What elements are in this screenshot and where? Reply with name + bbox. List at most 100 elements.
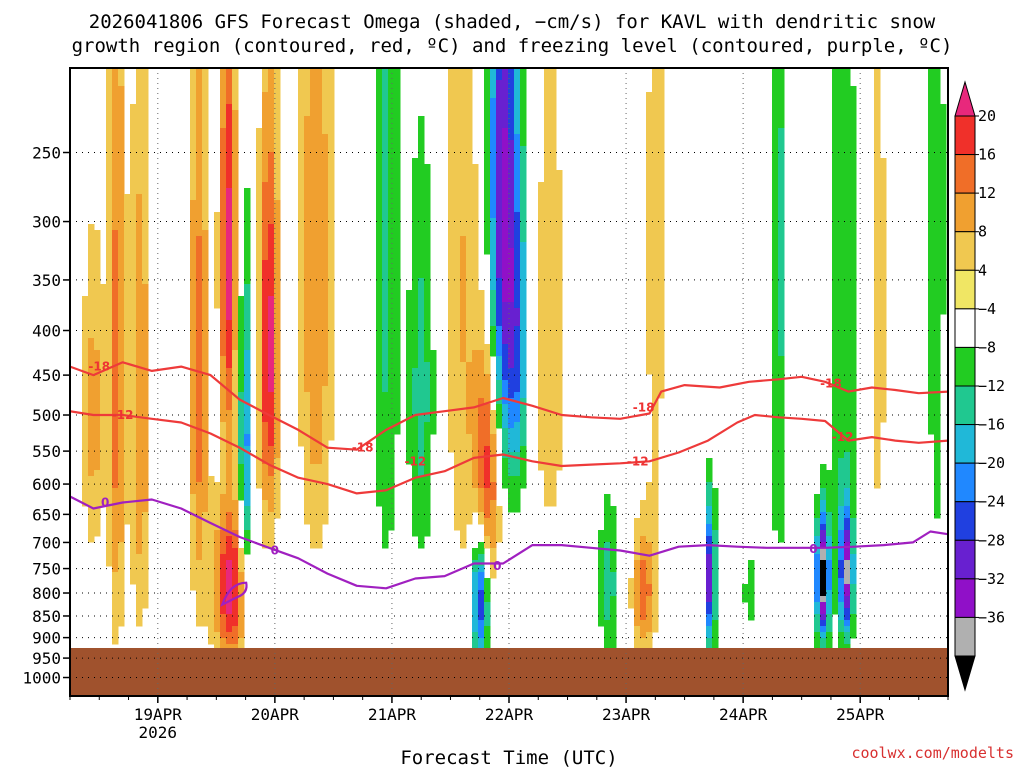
omega-cell xyxy=(232,242,239,249)
omega-cell xyxy=(142,116,149,123)
omega-cell xyxy=(316,386,323,393)
omega-cell xyxy=(262,266,269,273)
omega-cell xyxy=(550,470,557,477)
omega-cell xyxy=(490,68,497,75)
omega-cell xyxy=(232,440,239,447)
omega-cell xyxy=(190,584,197,591)
omega-cell xyxy=(850,128,857,135)
omega-cell xyxy=(142,386,149,393)
omega-cell xyxy=(136,278,143,285)
omega-cell xyxy=(268,278,275,285)
omega-cell xyxy=(382,254,389,261)
omega-cell xyxy=(406,308,413,315)
omega-cell xyxy=(328,218,335,225)
omega-cell xyxy=(604,560,611,567)
omega-cell xyxy=(130,266,137,273)
omega-cell xyxy=(142,476,149,483)
omega-cell xyxy=(190,122,197,129)
omega-cell xyxy=(220,278,227,285)
omega-cell xyxy=(256,266,263,273)
omega-cell xyxy=(88,290,95,297)
omega-cell xyxy=(826,542,833,549)
omega-cell xyxy=(412,476,419,483)
omega-cell xyxy=(196,122,203,129)
omega-cell xyxy=(838,422,845,429)
omega-cell xyxy=(844,434,851,441)
omega-cell xyxy=(550,446,557,453)
omega-cell xyxy=(262,74,269,81)
omega-cell xyxy=(514,392,521,399)
omega-cell xyxy=(514,452,521,459)
omega-cell xyxy=(538,218,545,225)
omega-cell xyxy=(850,500,857,507)
omega-cell xyxy=(244,512,251,519)
omega-cell xyxy=(118,98,125,105)
omega-cell xyxy=(226,488,233,495)
omega-cell xyxy=(874,272,881,279)
omega-cell xyxy=(232,68,239,75)
omega-cell xyxy=(826,482,833,489)
omega-cell xyxy=(382,92,389,99)
omega-cell xyxy=(388,326,395,333)
omega-cell xyxy=(556,440,563,447)
omega-cell xyxy=(88,512,95,519)
omega-cell xyxy=(844,332,851,339)
omega-cell xyxy=(460,422,467,429)
omega-cell xyxy=(388,344,395,351)
omega-cell xyxy=(538,386,545,393)
omega-cell xyxy=(934,344,941,351)
omega-cell xyxy=(256,152,263,159)
omega-cell xyxy=(328,206,335,213)
omega-cell xyxy=(538,428,545,435)
omega-cell xyxy=(244,380,251,387)
omega-cell xyxy=(652,152,659,159)
omega-cell xyxy=(118,206,125,213)
omega-cell xyxy=(460,314,467,321)
omega-cell xyxy=(550,296,557,303)
omega-cell xyxy=(844,506,851,513)
omega-cell xyxy=(388,476,395,483)
omega-cell xyxy=(460,122,467,129)
omega-cell xyxy=(298,194,305,201)
omega-cell xyxy=(460,68,467,75)
omega-cell xyxy=(448,188,455,195)
omega-cell xyxy=(484,464,491,471)
omega-cell xyxy=(196,92,203,99)
omega-cell xyxy=(118,116,125,123)
omega-cell xyxy=(454,164,461,171)
omega-cell xyxy=(274,170,281,177)
omega-cell xyxy=(382,74,389,81)
omega-cell xyxy=(316,536,323,543)
omega-cell xyxy=(202,152,209,159)
omega-cell xyxy=(652,116,659,123)
omega-cell xyxy=(550,164,557,171)
omega-cell xyxy=(508,326,515,333)
omega-cell xyxy=(382,68,389,75)
omega-cell xyxy=(298,410,305,417)
omega-cell xyxy=(928,320,935,327)
omega-cell xyxy=(130,404,137,411)
omega-cell xyxy=(376,218,383,225)
omega-cell xyxy=(382,302,389,309)
omega-cell xyxy=(844,230,851,237)
omega-cell xyxy=(202,392,209,399)
omega-cell xyxy=(646,206,653,213)
omega-cell xyxy=(832,458,839,465)
omega-cell xyxy=(544,266,551,273)
omega-cell xyxy=(460,170,467,177)
omega-cell xyxy=(472,230,479,237)
omega-cell xyxy=(382,170,389,177)
omega-cell xyxy=(490,458,497,465)
omega-cell xyxy=(646,110,653,117)
omega-cell xyxy=(244,458,251,465)
omega-cell xyxy=(508,206,515,213)
omega-cell xyxy=(190,470,197,477)
omega-cell xyxy=(88,392,95,399)
omega-cell xyxy=(268,476,275,483)
omega-cell xyxy=(232,416,239,423)
omega-cell xyxy=(130,146,137,153)
omega-cell xyxy=(88,368,95,375)
omega-cell xyxy=(646,212,653,219)
omega-cell xyxy=(394,236,401,243)
omega-cell xyxy=(928,200,935,207)
